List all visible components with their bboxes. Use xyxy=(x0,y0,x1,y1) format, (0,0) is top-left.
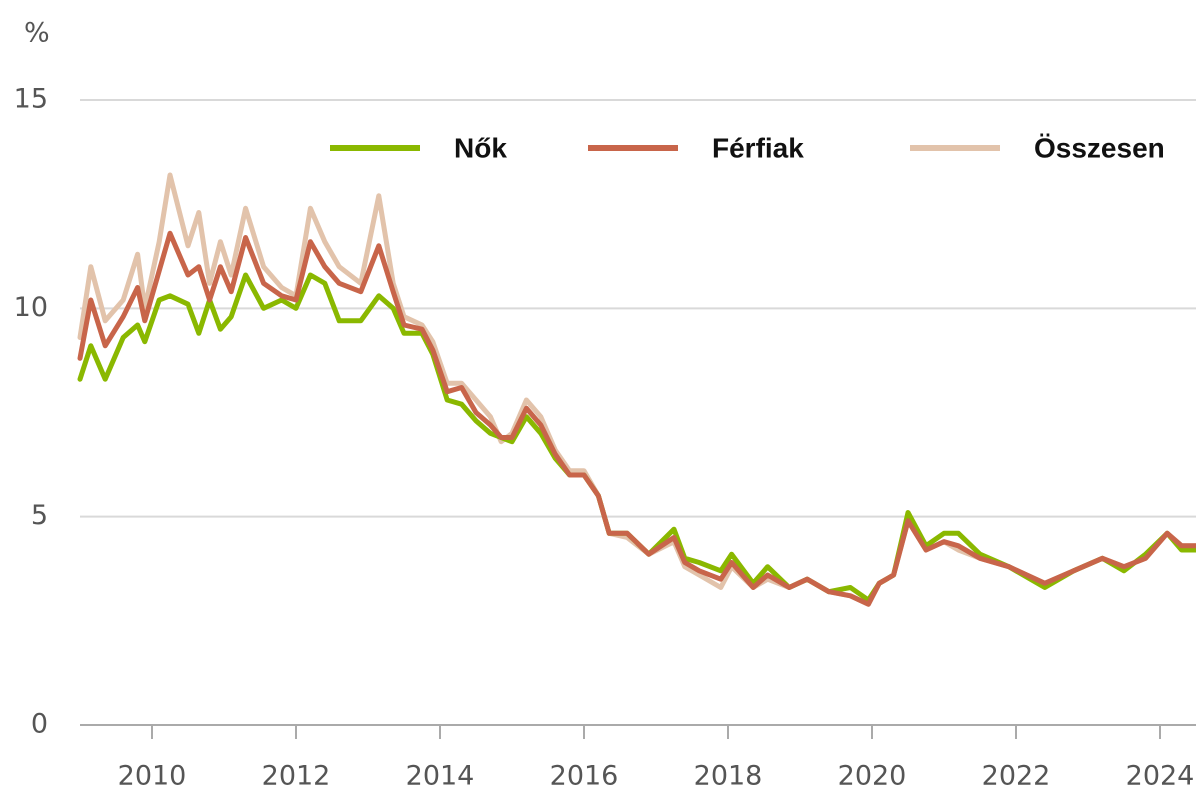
legend-label: Összesen xyxy=(1034,132,1165,163)
y-tick-label: 0 xyxy=(31,709,48,740)
legend-label: Nők xyxy=(454,132,507,163)
series-line xyxy=(77,272,1196,603)
x-tick-label: 2024 xyxy=(1126,761,1195,792)
x-tick-label: 2012 xyxy=(262,761,331,792)
x-tick-label: 2020 xyxy=(838,761,907,792)
y-tick-label: 10 xyxy=(14,292,48,323)
x-tick-label: 2018 xyxy=(694,761,763,792)
legend-label: Férfiak xyxy=(712,132,804,163)
y-tick-label: 15 xyxy=(14,84,48,115)
series-line xyxy=(77,230,1196,607)
x-tick-label: 2010 xyxy=(118,761,187,792)
x-tick-label: 2022 xyxy=(982,761,1051,792)
x-tick-label: 2014 xyxy=(406,761,475,792)
y-tick-label: 5 xyxy=(31,500,48,531)
x-tick-label: 2016 xyxy=(550,761,619,792)
y-axis-label: % xyxy=(24,18,50,49)
